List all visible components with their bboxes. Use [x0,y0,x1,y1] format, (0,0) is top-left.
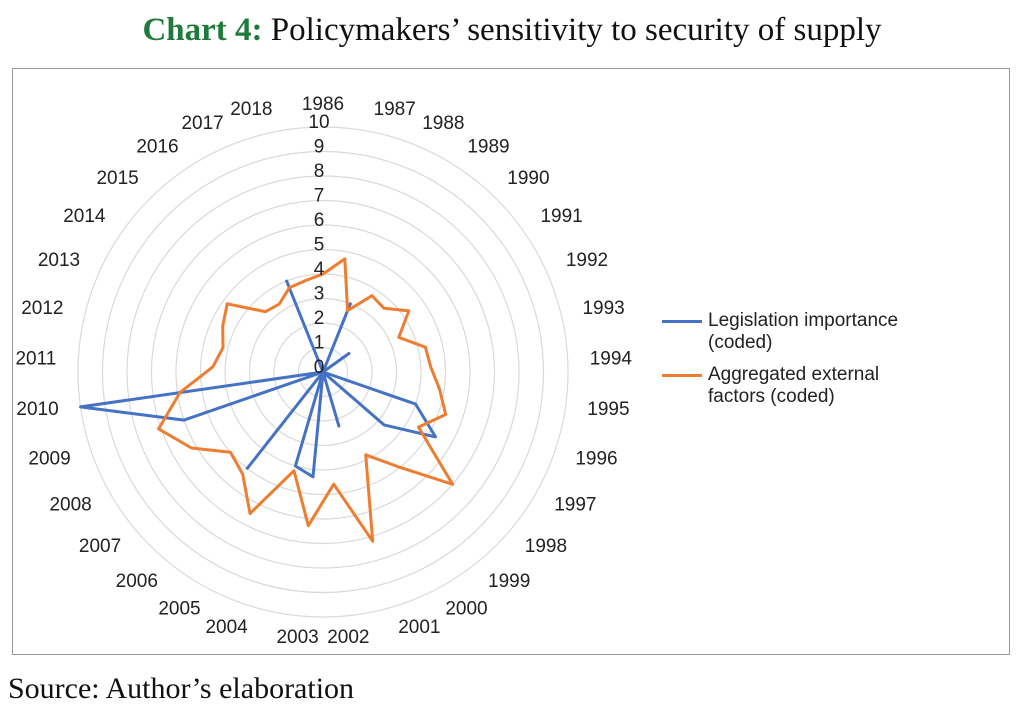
category-label: 2008 [49,495,91,516]
title-prefix: Chart 4: [142,12,263,48]
category-label: 1994 [590,348,633,369]
category-label: 1990 [507,168,549,189]
grid-ring [101,150,545,594]
category-label: 2011 [15,348,56,369]
grid-ring [150,199,496,545]
r-tick-label: 8 [314,161,325,182]
category-label: 1995 [587,399,629,420]
legend-swatch [662,374,702,377]
legend-item: Legislation importance (coded) [662,310,1002,354]
category-label: 2001 [398,617,440,638]
series-line [79,279,437,479]
category-label: 2006 [116,571,158,592]
category-label: 1996 [575,448,617,469]
category-label: 1997 [554,495,596,516]
legend-swatch [662,320,702,323]
r-tick-label: 1 [314,333,325,354]
r-tick-label: 6 [314,210,325,231]
chart-frame [12,68,1010,655]
r-tick-label: 3 [314,284,325,305]
grid-ring [248,297,398,447]
grid-ring [297,346,349,398]
r-tick-label: 10 [308,112,329,133]
grid-ring [126,175,520,569]
category-label: 1988 [422,113,464,134]
category-label: 2018 [230,99,272,120]
category-label: 2016 [136,136,178,157]
r-tick-label: 5 [314,235,325,256]
r-tick-label: 0 [314,357,325,378]
legend-item: Aggregated external factors (coded) [662,364,1002,408]
grid-ring [273,322,373,422]
category-label: 2004 [205,617,248,638]
r-tick-label: 4 [314,259,325,280]
category-label: 1986 [302,94,344,115]
grid-ring [199,248,447,496]
r-tick-label: 2 [314,308,325,329]
series-line [157,257,455,543]
category-label: 2010 [16,399,58,420]
category-label: 1998 [525,536,567,557]
category-label: 2009 [28,448,70,469]
legend-label: Legislation importance (coded) [708,310,899,353]
title-text: Policymakers’ sensitivity to security of… [270,12,882,48]
grid-ring [77,126,569,618]
category-label: 2012 [21,298,63,319]
legend: Legislation importance (coded) Aggregated… [662,310,1002,418]
grid-ring [175,224,471,520]
title: Chart 4: Policymakers’ sensitivity to se… [0,12,1024,49]
r-tick-label: 7 [314,186,325,207]
category-label: 1992 [566,250,608,271]
category-label: 1989 [467,136,509,157]
category-label: 1999 [488,571,530,592]
category-label: 2003 [276,627,318,648]
category-label: 2015 [96,168,138,189]
category-label: 2013 [38,250,80,271]
r-tick-label: 9 [314,137,325,158]
category-label: 1987 [374,99,416,120]
category-label: 2014 [63,206,106,227]
category-label: 2000 [445,598,487,619]
category-label: 2005 [158,598,200,619]
category-label: 2007 [79,536,121,557]
category-label: 2002 [327,627,369,648]
legend-label: Aggregated external factors (coded) [708,364,880,407]
category-label: 1993 [582,298,624,319]
source: Source: Author’s elaboration [8,672,355,705]
category-label: 2017 [181,113,223,134]
category-label: 1991 [540,206,582,227]
